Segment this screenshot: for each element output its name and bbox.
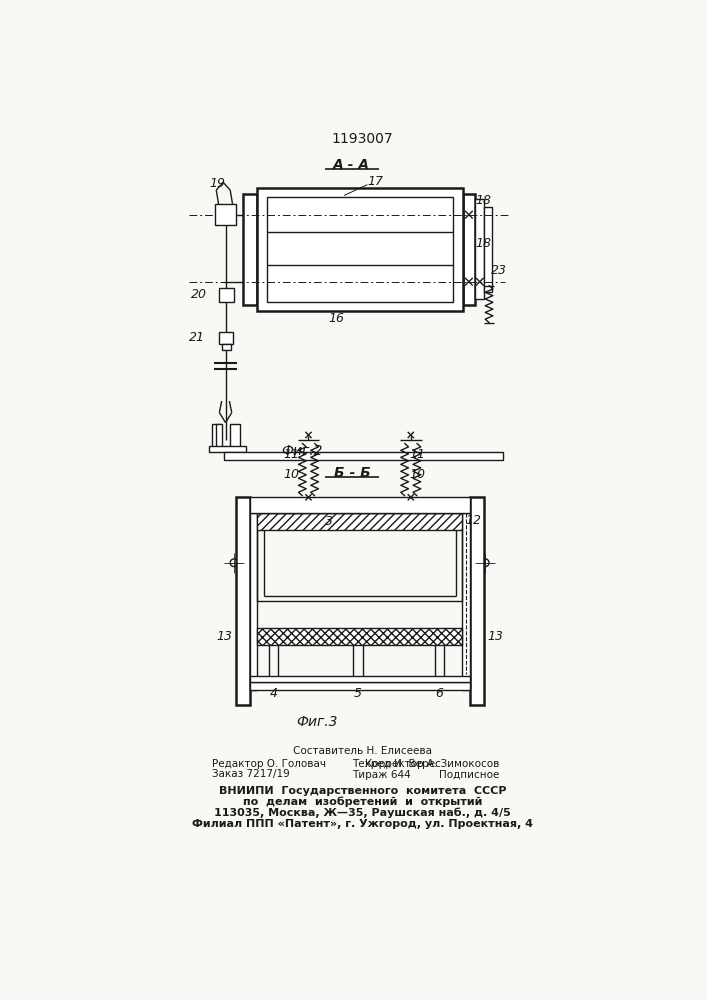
Bar	[209, 446, 246, 452]
Text: 10: 10	[409, 468, 425, 481]
Text: Техред И. Верес: Техред И. Верес	[352, 759, 440, 769]
Text: 1193007: 1193007	[332, 132, 394, 146]
Text: Составитель Н. Елисеева: Составитель Н. Елисеева	[293, 746, 432, 756]
Bar	[243, 194, 257, 305]
Text: 5: 5	[354, 687, 362, 700]
Bar	[215, 204, 236, 225]
Bar	[250, 513, 257, 690]
Text: 10: 10	[284, 468, 300, 481]
Text: 19: 19	[210, 177, 226, 190]
Bar	[250, 497, 469, 513]
Text: Фиг.3: Фиг.3	[296, 715, 338, 729]
Text: Корректор А. Зимокосов: Корректор А. Зимокосов	[365, 759, 499, 769]
Text: по  делам  изобретений  и  открытий: по делам изобретений и открытий	[243, 797, 482, 807]
Text: 4: 4	[269, 687, 278, 700]
Bar	[267, 197, 453, 302]
Text: Редактор О. Головач: Редактор О. Головач	[212, 759, 327, 769]
Bar	[257, 188, 462, 311]
Bar	[462, 513, 469, 690]
Text: 20: 20	[191, 288, 207, 301]
Bar	[211, 424, 221, 447]
Bar	[484, 207, 492, 292]
Text: 3: 3	[325, 515, 333, 528]
Bar	[224, 452, 503, 460]
Text: 17: 17	[367, 175, 383, 188]
Bar	[216, 424, 223, 447]
Text: Фиг.2: Фиг.2	[281, 444, 322, 458]
Text: 13: 13	[487, 630, 503, 643]
Bar	[250, 676, 469, 682]
Bar	[462, 194, 475, 305]
Bar	[257, 508, 462, 513]
Text: Тираж 644: Тираж 644	[352, 770, 411, 780]
Bar	[222, 344, 231, 350]
Text: ВНИИПИ  Государственного  комитета  СССР: ВНИИПИ Государственного комитета СССР	[219, 786, 506, 796]
Text: 11: 11	[284, 448, 300, 461]
Bar	[475, 199, 484, 299]
Bar	[257, 628, 462, 645]
Bar	[469, 497, 484, 705]
Bar	[235, 497, 250, 705]
Bar	[230, 424, 240, 447]
Text: A - A: A - A	[334, 158, 370, 172]
Text: Филиал ППП «Патент», г. Ужгород, ул. Проектная, 4: Филиал ППП «Патент», г. Ужгород, ул. Про…	[192, 819, 533, 829]
Text: 21: 21	[189, 331, 205, 344]
Text: Б - Б: Б - Б	[334, 466, 370, 480]
Text: Заказ 7217/19: Заказ 7217/19	[212, 770, 290, 780]
Text: 113035, Москва, Ж—35, Раушская наб., д. 4/5: 113035, Москва, Ж—35, Раушская наб., д. …	[214, 808, 511, 818]
Text: 13: 13	[216, 630, 232, 643]
Text: 23: 23	[491, 264, 507, 277]
Text: 16: 16	[328, 312, 344, 325]
Bar	[218, 288, 234, 302]
Text: 6: 6	[436, 687, 443, 700]
Text: 18: 18	[476, 237, 491, 250]
Text: 18: 18	[476, 194, 491, 207]
Text: 11: 11	[409, 448, 425, 461]
Text: 12: 12	[465, 514, 481, 527]
Bar	[250, 682, 469, 690]
Bar	[257, 513, 462, 530]
Bar	[219, 332, 233, 344]
Text: Подписное: Подписное	[439, 770, 499, 780]
